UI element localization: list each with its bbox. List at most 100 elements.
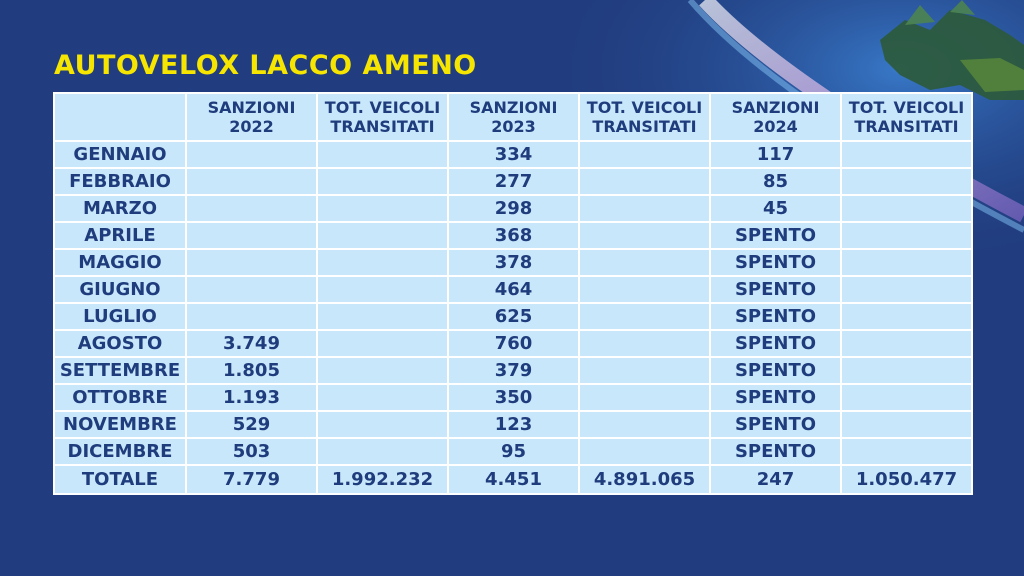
row-label: LUGLIO xyxy=(53,302,187,331)
table-cell: 378 xyxy=(447,248,580,277)
row-label: OTTOBRE xyxy=(53,383,187,412)
table-cell: 1.193 xyxy=(185,383,318,412)
table-cell: 4.891.065 xyxy=(578,464,711,495)
table-cell xyxy=(185,167,318,196)
table-cell xyxy=(578,329,711,358)
column-header-line1: SANZIONI xyxy=(469,98,558,117)
table-cell xyxy=(316,356,449,385)
table-cell xyxy=(578,410,711,439)
table-row: LUGLIO 625 SPENTO xyxy=(53,302,973,331)
table-cell xyxy=(578,437,711,466)
row-label: GIUGNO xyxy=(53,275,187,304)
table-cell: SPENTO xyxy=(709,410,842,439)
table-cell xyxy=(316,302,449,331)
table-cell xyxy=(840,248,973,277)
table-cell: 1.050.477 xyxy=(840,464,973,495)
table-cell xyxy=(578,248,711,277)
table-cell xyxy=(185,140,318,169)
table-cell xyxy=(316,275,449,304)
table-cell: 1.992.232 xyxy=(316,464,449,495)
column-header-line2: 2024 xyxy=(753,117,798,136)
table-row: MARZO 298 45 xyxy=(53,194,973,223)
table-cell: 117 xyxy=(709,140,842,169)
table-cell xyxy=(840,410,973,439)
table-cell xyxy=(840,221,973,250)
column-header-line1: TOT. VEICOLI xyxy=(848,98,965,117)
column-header-line2: TRANSITATI xyxy=(330,117,435,136)
column-header-line2: TRANSITATI xyxy=(854,117,959,136)
table-cell xyxy=(185,275,318,304)
table-cell: 247 xyxy=(709,464,842,495)
table-cell: SPENTO xyxy=(709,275,842,304)
table-cell xyxy=(578,194,711,223)
page-title: AUTOVELOX LACCO AMENO xyxy=(54,50,477,81)
column-header-line1: TOT. VEICOLI xyxy=(586,98,703,117)
table-cell: 760 xyxy=(447,329,580,358)
table-cell: 298 xyxy=(447,194,580,223)
column-header-line2: TRANSITATI xyxy=(592,117,697,136)
row-label: GENNAIO xyxy=(53,140,187,169)
row-label: MARZO xyxy=(53,194,187,223)
table-cell xyxy=(578,356,711,385)
table-cell: 277 xyxy=(447,167,580,196)
column-header-line2: 2023 xyxy=(491,117,536,136)
table-cell xyxy=(578,140,711,169)
row-label: APRILE xyxy=(53,221,187,250)
table-cell: 1.805 xyxy=(185,356,318,385)
table-row: OTTOBRE 1.193 350 SPENTO xyxy=(53,383,973,412)
table-cell: SPENTO xyxy=(709,329,842,358)
row-label: FEBBRAIO xyxy=(53,167,187,196)
table-cell: 7.779 xyxy=(185,464,318,495)
table-cell: 625 xyxy=(447,302,580,331)
table-cell xyxy=(316,437,449,466)
table-cell xyxy=(316,194,449,223)
table-row: AGOSTO 3.749 760 SPENTO xyxy=(53,329,973,358)
table-cell xyxy=(578,221,711,250)
column-header-6: TOT. VEICOLI TRANSITATI xyxy=(840,92,973,142)
table-cell: SPENTO xyxy=(709,437,842,466)
row-label: NOVEMBRE xyxy=(53,410,187,439)
row-label: TOTALE xyxy=(53,464,187,495)
table-cell xyxy=(578,383,711,412)
column-header-2: TOT. VEICOLI TRANSITATI xyxy=(316,92,449,142)
table-cell: 379 xyxy=(447,356,580,385)
column-header-0 xyxy=(53,92,187,142)
table-cell: 123 xyxy=(447,410,580,439)
row-label: DICEMBRE xyxy=(53,437,187,466)
total-row: TOTALE 7.779 1.992.232 4.451 4.891.065 247 1.0… xyxy=(53,464,973,495)
table-cell: 45 xyxy=(709,194,842,223)
row-label: MAGGIO xyxy=(53,248,187,277)
table-cell: 350 xyxy=(447,383,580,412)
table-cell: 334 xyxy=(447,140,580,169)
row-label: SETTEMBRE xyxy=(53,356,187,385)
table-row: GENNAIO 334 117 xyxy=(53,140,973,169)
table-cell xyxy=(316,410,449,439)
table-cell: 85 xyxy=(709,167,842,196)
table-cell: SPENTO xyxy=(709,302,842,331)
table-cell xyxy=(840,356,973,385)
table-cell xyxy=(316,329,449,358)
table-cell xyxy=(185,302,318,331)
column-header-5: SANZIONI 2024 xyxy=(709,92,842,142)
table-cell: 3.749 xyxy=(185,329,318,358)
table-cell xyxy=(185,221,318,250)
header-row: SANZIONI 2022 TOT. VEICOLI TRANSITATI SANZIO… xyxy=(53,92,973,142)
column-header-3: SANZIONI 2023 xyxy=(447,92,580,142)
table-cell xyxy=(840,194,973,223)
table-row: MAGGIO 378 SPENTO xyxy=(53,248,973,277)
table-row: SETTEMBRE 1.805 379 SPENTO xyxy=(53,356,973,385)
table-cell: 4.451 xyxy=(447,464,580,495)
table-cell xyxy=(840,140,973,169)
table-cell xyxy=(316,140,449,169)
column-header-1: SANZIONI 2022 xyxy=(185,92,318,142)
table-row: APRILE 368 SPENTO xyxy=(53,221,973,250)
table-cell xyxy=(840,167,973,196)
column-header-line2: 2022 xyxy=(229,117,274,136)
column-header-line1: SANZIONI xyxy=(731,98,820,117)
table-cell xyxy=(578,167,711,196)
table-cell: SPENTO xyxy=(709,383,842,412)
table-cell: 95 xyxy=(447,437,580,466)
column-header-line1: TOT. VEICOLI xyxy=(324,98,441,117)
table-cell xyxy=(840,302,973,331)
table-cell xyxy=(840,329,973,358)
